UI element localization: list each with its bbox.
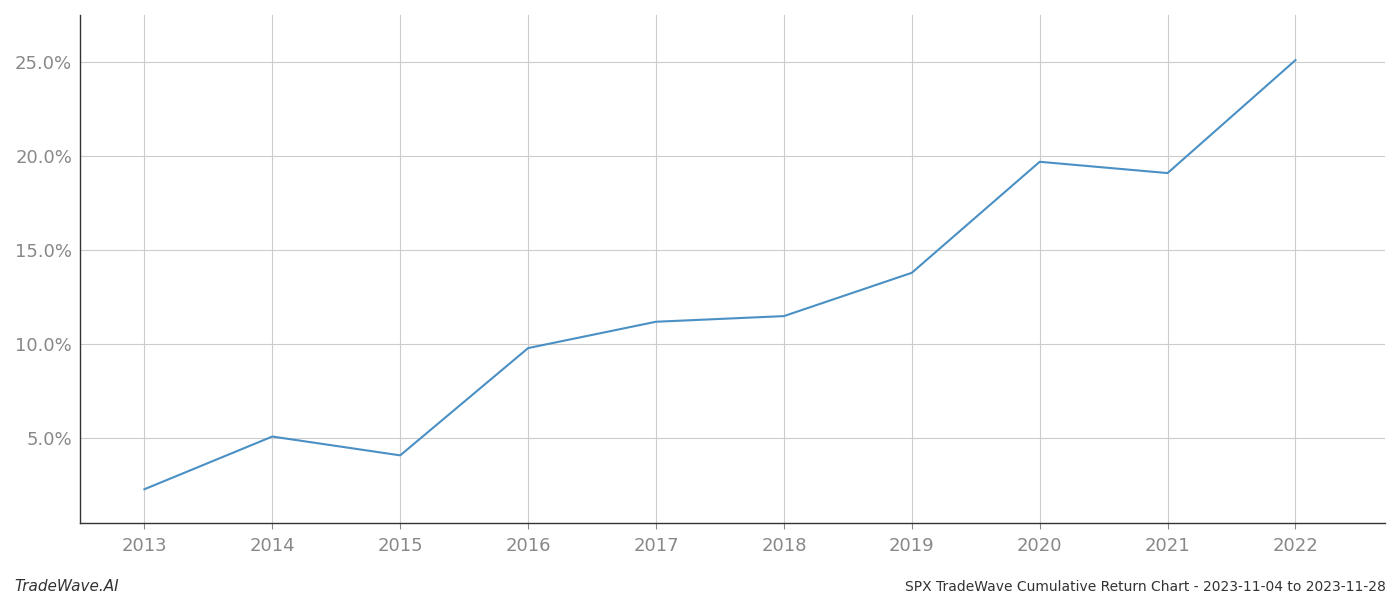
Text: TradeWave.AI: TradeWave.AI (14, 579, 119, 594)
Text: SPX TradeWave Cumulative Return Chart - 2023-11-04 to 2023-11-28: SPX TradeWave Cumulative Return Chart - … (906, 580, 1386, 594)
